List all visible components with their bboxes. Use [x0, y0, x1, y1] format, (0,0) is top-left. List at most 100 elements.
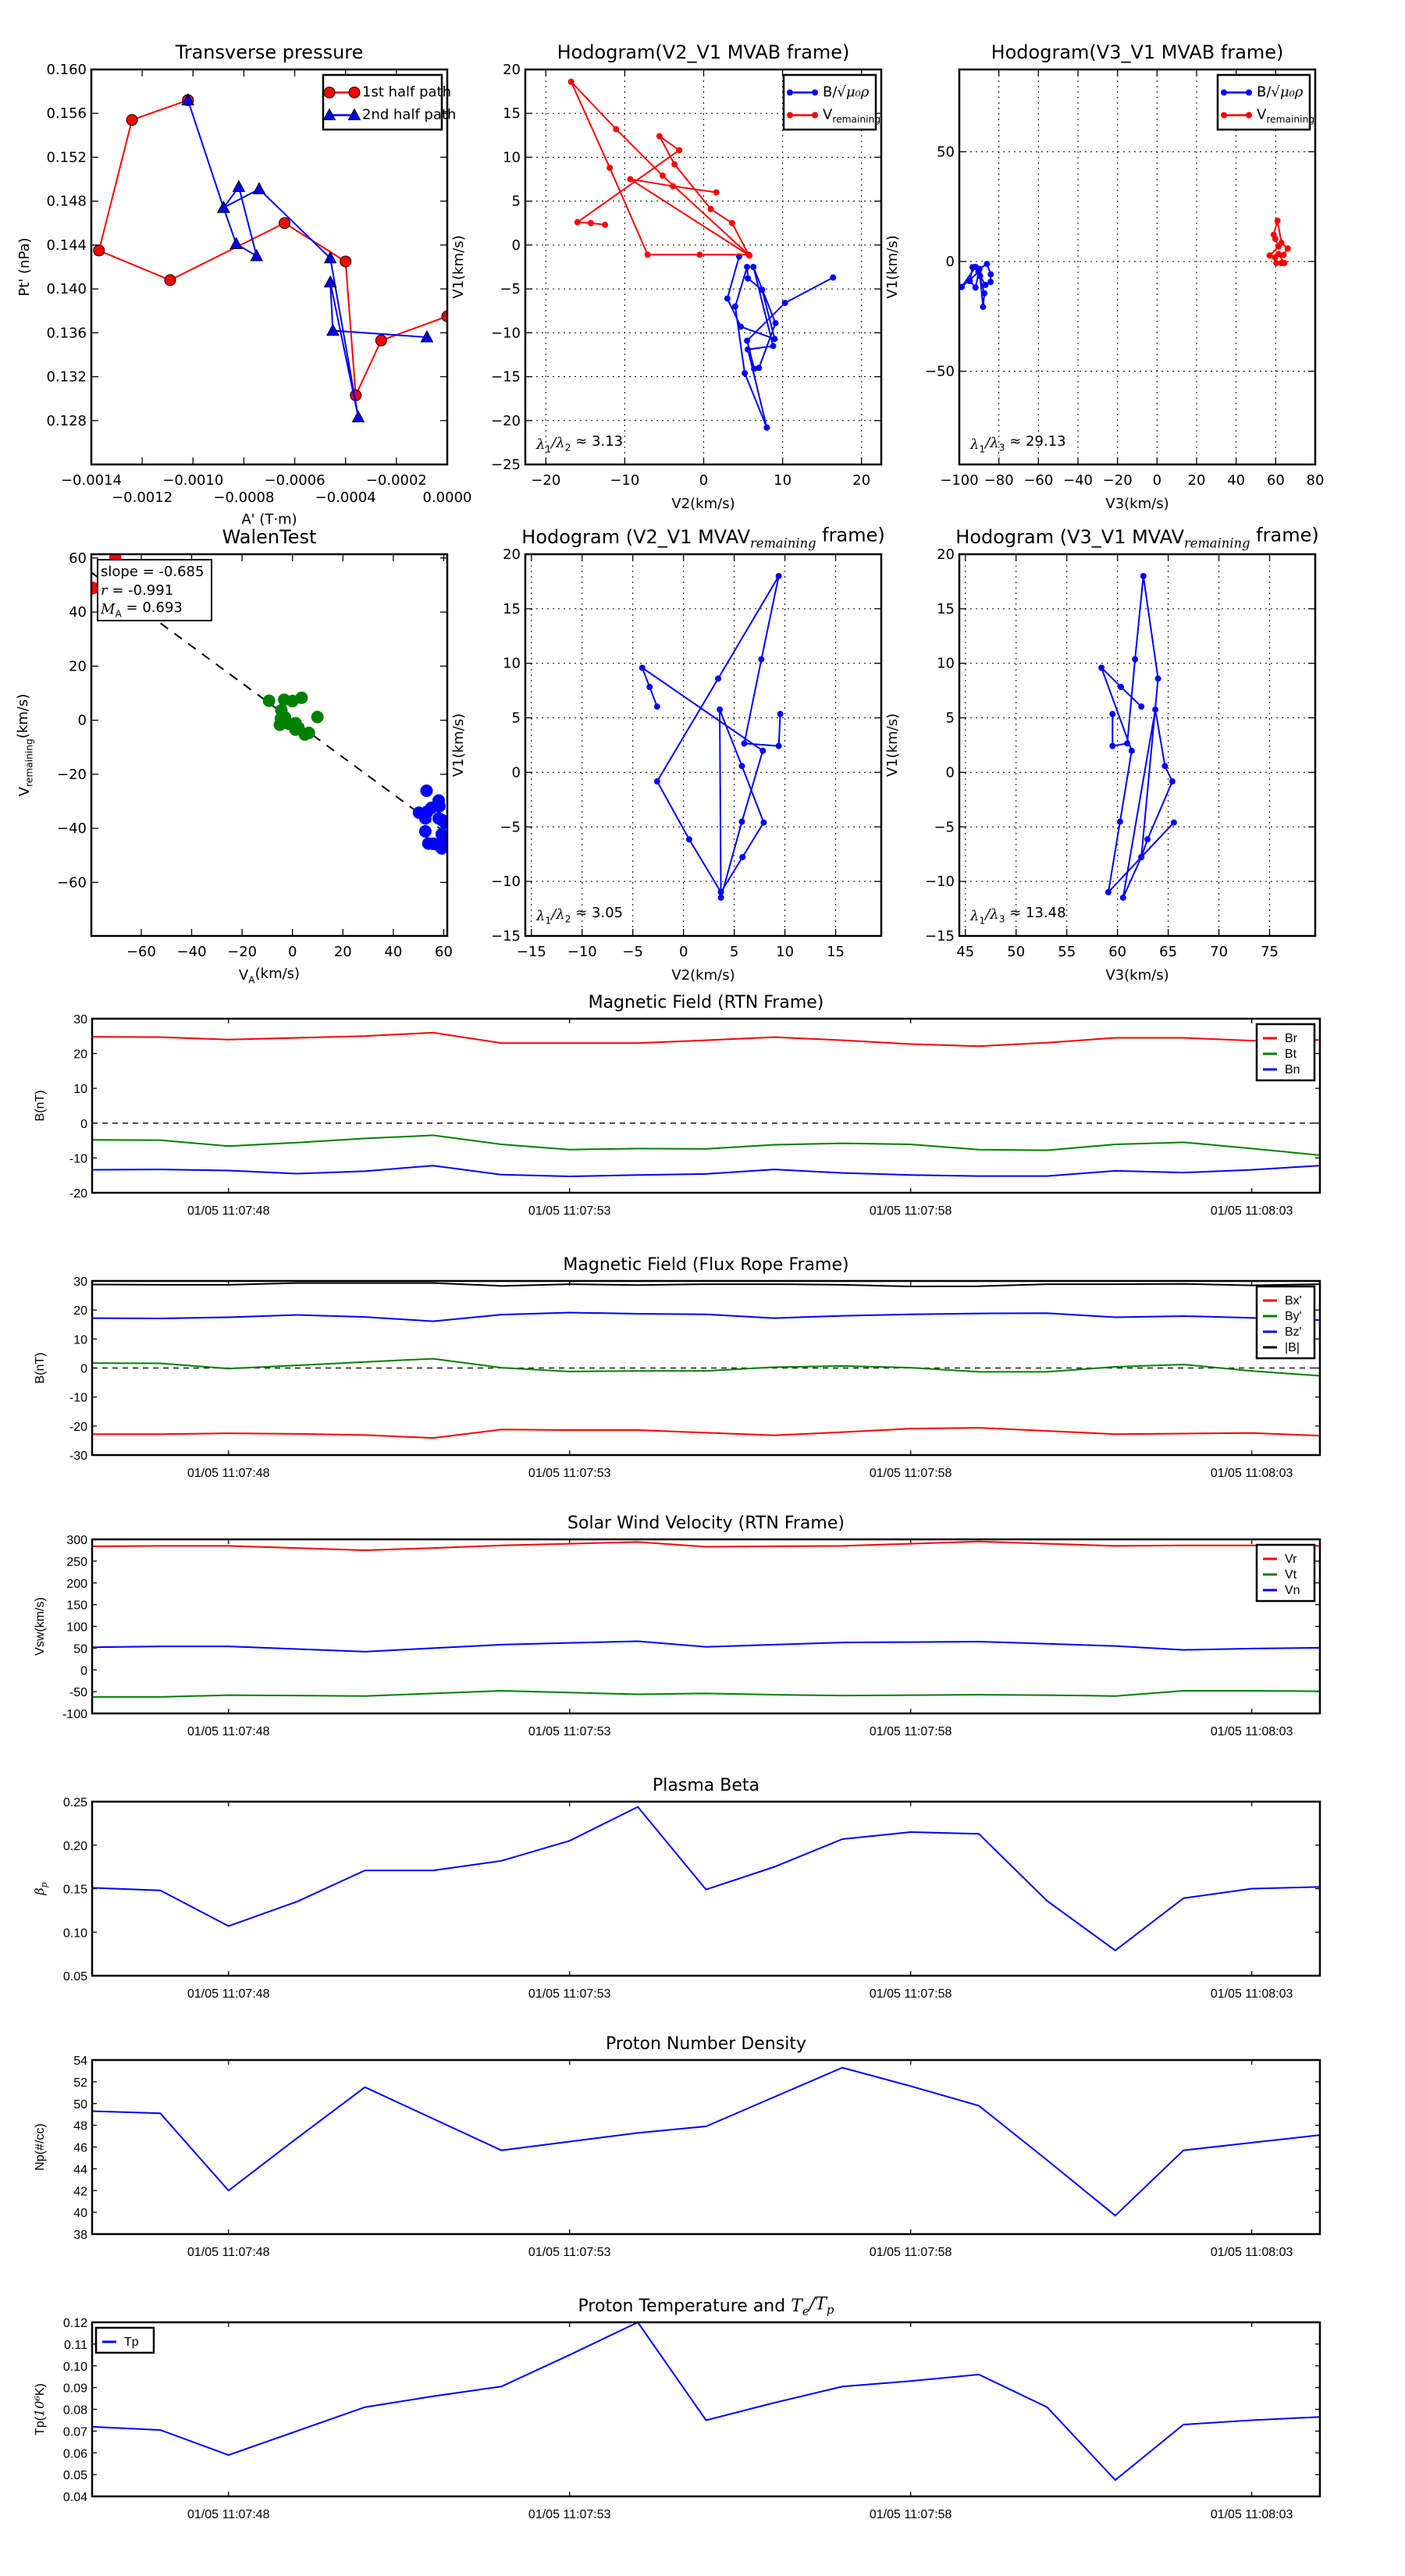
- axes-frame: [91, 2321, 1321, 2498]
- legend-label-part: remaining: [1266, 114, 1314, 125]
- legend-label: 2nd half path: [362, 107, 456, 123]
- y-tick-label: 5: [946, 710, 955, 727]
- y-tick-label: -20: [69, 1421, 87, 1434]
- chart-title: Hodogram(V2_V1 MVAB frame): [557, 41, 850, 63]
- data-point: [644, 251, 651, 258]
- x-tick-label: 01/05 11:08:03: [1211, 1204, 1293, 1218]
- chart-proton-temperature: 01/05 11:07:48 01/05 11:07:53 01/05 11:07:…: [32, 2295, 1321, 2521]
- plot-area: [92, 1019, 1320, 1193]
- x-tick-label: −5: [622, 944, 643, 960]
- plot-area: [91, 69, 447, 464]
- y-tick-label: 0.10: [63, 1927, 87, 1940]
- eigenvalue-ratio-annotation: λ1/λ3 ≈ 13.48: [969, 905, 1066, 926]
- eigenvalue-ratio-annotation-part: λ: [535, 908, 545, 924]
- x-tick-label: 40: [1227, 472, 1245, 489]
- legend-box: [1255, 1543, 1316, 1603]
- chart-hodogram-v3-v1-mvab: −100 −80 −60 −40 −20 0 20 40 60 80 −50 0 50 Hodogram(…: [884, 41, 1324, 512]
- stats-line-part: M: [100, 601, 116, 617]
- chart-title-part: e: [802, 2304, 809, 2318]
- x-tick-label: −20: [1103, 472, 1133, 489]
- y-tick-label: 10: [73, 1083, 87, 1096]
- series-line: [92, 1690, 1320, 1698]
- data-point: [323, 251, 337, 264]
- legend-marker: [1221, 89, 1227, 96]
- data-point: [279, 217, 291, 229]
- data-point: [745, 275, 752, 282]
- x-tick-label: −0.0012: [112, 489, 173, 506]
- y-tick-label: -100: [62, 1708, 87, 1721]
- eigenvalue-ratio-annotation-part: λ: [535, 436, 545, 453]
- x-tick-label: 10: [776, 944, 794, 960]
- y-tick-label: 42: [73, 2185, 87, 2198]
- y-tick-label: 60: [69, 550, 87, 567]
- series-line: [1101, 575, 1175, 898]
- series-line: [92, 1806, 1320, 1952]
- y-tick-label: −15: [491, 928, 521, 945]
- y-tick-label: 0.148: [46, 194, 87, 210]
- data-point: [1280, 251, 1287, 258]
- y-tick-label: 0.140: [46, 281, 87, 297]
- series-0: [93, 94, 447, 401]
- x-tick-label: 01/05 11:07:48: [187, 1467, 270, 1480]
- data-point: [606, 164, 614, 171]
- data-point: [653, 778, 660, 785]
- x-tick-label: −60: [126, 944, 156, 960]
- chart-title: Hodogram(V3_V1 MVAB frame): [991, 41, 1284, 63]
- series-1: [181, 93, 434, 423]
- legend-entry: Vn: [1263, 1584, 1300, 1597]
- data-point: [1138, 853, 1145, 860]
- data-point: [775, 572, 782, 579]
- legend-entry: By': [1263, 1310, 1302, 1323]
- legend-label: Bx': [1285, 1294, 1302, 1308]
- series-line: [92, 2066, 1320, 2217]
- stats-line: r = -0.991: [101, 582, 173, 599]
- data-point: [671, 161, 678, 168]
- legend-box: [782, 73, 877, 131]
- data-point: [1132, 656, 1139, 663]
- x-tick-label: 45: [956, 944, 974, 960]
- y-tick-label: 0.05: [63, 1970, 87, 1984]
- y-tick-label: 52: [73, 2076, 87, 2090]
- data-point: [724, 295, 731, 302]
- stats-line-part: slope = -0.685: [101, 564, 204, 580]
- x-tick-label: −20: [227, 944, 257, 960]
- data-point: [728, 219, 735, 226]
- data-point: [972, 284, 979, 291]
- x-tick-label: −60: [1023, 472, 1053, 489]
- x-tick-label: 0: [288, 944, 297, 960]
- y-tick-label: 20: [73, 1048, 87, 1062]
- legend-entry: Vr: [1263, 1553, 1297, 1566]
- x-tick-label: 01/05 11:07:58: [870, 1725, 952, 1738]
- x-tick-label: −0.0010: [162, 472, 223, 489]
- series-0: [92, 2066, 1320, 2217]
- y-tick-label: 46: [73, 2142, 87, 2155]
- y-tick-label: 20: [69, 658, 87, 674]
- x-tick-label: 0: [679, 944, 688, 960]
- x-tick-label: −0.0002: [366, 472, 427, 489]
- y-tick-label: 200: [66, 1578, 87, 1591]
- data-point: [1144, 836, 1151, 843]
- eigenvalue-ratio-annotation-part: /: [984, 906, 991, 923]
- series-1: [92, 1690, 1320, 1698]
- data-point: [656, 133, 663, 140]
- chart-title-part: T: [791, 2297, 804, 2316]
- legend-entry: B/√μ₀ρ: [1221, 84, 1304, 101]
- y-tick-label: 300: [66, 1534, 87, 1547]
- data-point: [1272, 236, 1279, 243]
- eigenvalue-ratio-annotation-part: 2: [565, 913, 571, 924]
- y-tick-label: −40: [57, 820, 87, 837]
- y-axis-label: Vsw(km/s): [34, 1597, 47, 1656]
- x-tick-label: −40: [177, 944, 207, 960]
- data-point: [980, 304, 987, 311]
- y-tick-label: −5: [500, 281, 521, 297]
- data-point: [759, 286, 766, 294]
- eigenvalue-ratio-annotation-part: 1: [545, 915, 551, 926]
- axes-frame: [91, 1279, 1321, 1457]
- data-point: [1275, 243, 1282, 250]
- data-point: [746, 252, 753, 259]
- chart-title-part: T: [815, 2295, 828, 2314]
- chart-magnetic-field-rtn: 01/05 11:07:48 01/05 11:07:53 01/05 11:07:…: [34, 993, 1321, 1218]
- plot-area: [92, 2060, 1320, 2234]
- legend-label: Vn: [1285, 1584, 1300, 1597]
- data-point: [1109, 742, 1116, 749]
